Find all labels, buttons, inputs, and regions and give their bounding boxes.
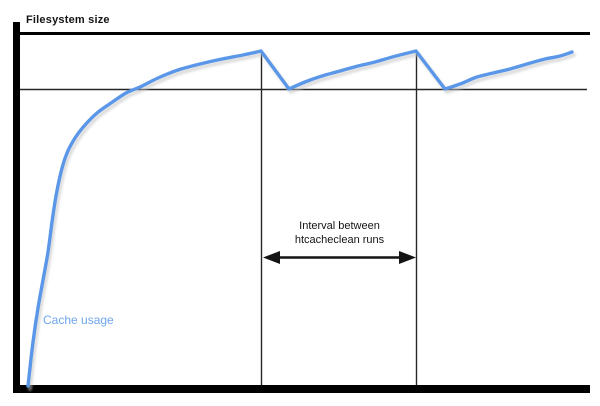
interval-annotation-label: Interval between htcacheclean runs: [262, 219, 417, 247]
interval-annotation-line2: htcacheclean runs: [294, 234, 385, 246]
y-axis: [13, 22, 20, 393]
filesystem-size-label: Filesystem size: [26, 14, 110, 26]
interval-annotation-line1: Interval between: [299, 220, 380, 232]
cache-usage-curve-shadow: [28, 52, 576, 391]
x-axis: [13, 385, 590, 393]
interval-arrow-left-head: [263, 251, 280, 264]
cache-usage-curve: [26, 49, 574, 388]
cache-usage-label: Cache usage: [43, 313, 114, 327]
interval-arrow-right-head: [399, 251, 416, 264]
